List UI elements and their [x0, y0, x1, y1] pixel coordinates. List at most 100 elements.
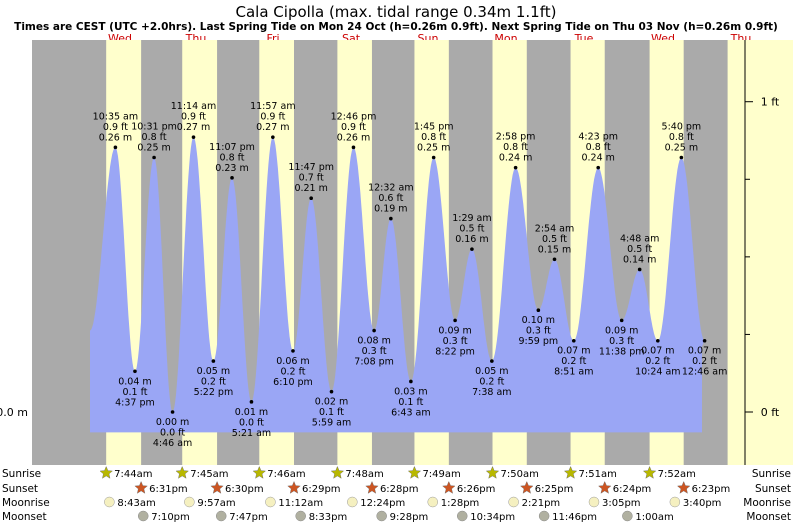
low-tide-label: 0.2 ft	[561, 356, 586, 367]
moonrise-time-label: 12:24pm	[360, 498, 405, 509]
high-tide-label: 0.16 m	[455, 234, 488, 245]
moonrise-icon	[104, 496, 115, 508]
moonrise-icon	[265, 496, 276, 508]
low-tide-label: 0.1 ft	[319, 407, 344, 418]
moonset-icon	[295, 510, 306, 522]
moonset-time-label: 7:47pm	[229, 512, 268, 523]
moonset-time-label: 11:46pm	[552, 512, 597, 523]
low-tide-label: 0.0 ft	[239, 417, 264, 428]
high-tide-label: 0.25 m	[665, 143, 698, 154]
low-tide-label: 0.07 m	[641, 346, 674, 357]
high-tide-label: 0.15 m	[538, 244, 571, 255]
high-tide-label: 5:40 pm	[662, 122, 702, 133]
high-tide-label: 0.24 m	[581, 153, 614, 164]
low-tide-label: 10:24 am	[635, 367, 680, 378]
high-tide-point	[309, 196, 313, 201]
sunset-time-label: 6:23pm	[692, 484, 731, 495]
low-tide-label: 0.3 ft	[443, 336, 468, 347]
moonset-icon	[622, 510, 633, 522]
low-tide-label: 0.04 m	[118, 376, 151, 387]
high-tide-point	[152, 155, 156, 160]
high-tide-label: 4:23 pm	[578, 132, 618, 143]
astro-row-label-left: Moonset	[2, 511, 47, 523]
sunrise-time-label: 7:44am	[114, 469, 152, 480]
moonset-icon	[538, 510, 550, 522]
low-tide-label: 0.07 m	[688, 346, 721, 357]
astro-row-label-right: Moonrise	[743, 497, 791, 509]
sunset-time-label: 6:24pm	[613, 484, 652, 495]
low-tide-point	[536, 308, 541, 313]
low-tide-point	[490, 359, 494, 363]
sunset-time-label: 6:31pm	[149, 484, 188, 495]
low-tide-label: 7:38 am	[472, 387, 511, 398]
sunrise-time-label: 7:48am	[345, 469, 383, 480]
sunset-icon	[365, 480, 379, 494]
sunset-icon	[210, 480, 224, 494]
moonrise-icon	[184, 496, 195, 508]
high-tide-label: 10:31 pm	[131, 122, 177, 133]
high-tide-label: 0.5 ft	[627, 244, 652, 255]
low-tide-label: 0.2 ft	[280, 366, 305, 377]
high-tide-label: 0.27 m	[177, 122, 210, 133]
high-tide-label: 0.8 ft	[142, 132, 167, 143]
low-tide-label: 8:22 pm	[435, 346, 475, 357]
low-tide-label: 5:21 am	[232, 428, 271, 439]
sunset-icon	[598, 480, 612, 494]
moonset-icon	[456, 510, 468, 522]
low-tide-label: 0.3 ft	[609, 336, 634, 347]
high-tide-label: 0.9 ft	[341, 122, 366, 133]
low-tide-label: 9:59 pm	[519, 336, 559, 347]
sunset-time-label: 6:26pm	[457, 484, 496, 495]
high-tide-label: 10:35 am	[93, 111, 138, 122]
high-tide-point	[596, 165, 601, 170]
moonrise-time-label: 3:40pm	[683, 498, 722, 509]
moonrise-time-label: 9:57am	[197, 498, 235, 509]
moonrise-icon	[588, 496, 600, 508]
low-tide-label: 4:46 am	[153, 438, 192, 449]
moonrise-icon	[669, 496, 681, 508]
low-tide-label: 6:10 pm	[273, 377, 313, 388]
high-tide-label: 0.6 ft	[378, 193, 403, 204]
sunrise-icon	[642, 465, 657, 479]
low-tide-label: 0.01 m	[235, 407, 268, 418]
left-axis-tick-label: 0.0 m	[0, 406, 28, 419]
low-tide-label: 0.3 ft	[526, 326, 551, 337]
astro-row-label-right: Sunrise	[752, 468, 791, 480]
low-tide-point	[249, 400, 254, 404]
sunrise-icon	[99, 465, 113, 479]
high-tide-point	[351, 145, 356, 150]
astro-row-label-right: Moonset	[746, 511, 791, 523]
low-tide-point	[619, 318, 624, 323]
moonrise-time-label: 2:21pm	[522, 498, 561, 509]
high-tide-label: 0.24 m	[499, 153, 532, 164]
high-tide-point	[552, 257, 557, 262]
high-tide-point	[470, 247, 474, 251]
sunset-icon	[677, 480, 691, 494]
high-tide-label: 12:32 am	[368, 183, 413, 194]
high-tide-label: 0.26 m	[99, 132, 132, 143]
high-tide-label: 11:47 pm	[288, 162, 334, 173]
low-tide-label: 0.09 m	[438, 325, 471, 336]
high-tide-label: 0.8 ft	[503, 142, 528, 153]
low-tide-label: 0.05 m	[475, 366, 508, 377]
sunrise-time-label: 7:49am	[422, 469, 460, 480]
low-tide-label: 0.09 m	[605, 325, 638, 336]
sunrise-time-label: 7:46am	[267, 469, 305, 480]
sunrise-icon	[407, 465, 422, 479]
low-tide-label: 7:08 pm	[354, 357, 394, 368]
sunset-time-label: 6:30pm	[225, 484, 264, 495]
high-tide-point	[513, 165, 518, 170]
sunrise-icon	[485, 465, 500, 479]
low-tide-label: 0.03 m	[394, 386, 427, 397]
high-tide-point	[271, 135, 275, 139]
high-tide-label: 0.9 ft	[181, 112, 206, 123]
high-tide-point	[191, 135, 196, 139]
astro-row-label-left: Moonrise	[2, 497, 50, 509]
sunset-time-label: 6:29pm	[302, 484, 341, 495]
high-tide-label: 0.5 ft	[459, 224, 484, 235]
low-tide-label: 0.2 ft	[201, 377, 226, 388]
high-tide-point	[679, 155, 684, 160]
high-tide-label: 0.26 m	[337, 132, 370, 143]
high-tide-label: 0.8 ft	[421, 132, 446, 143]
sunrise-time-label: 7:51am	[579, 469, 617, 480]
